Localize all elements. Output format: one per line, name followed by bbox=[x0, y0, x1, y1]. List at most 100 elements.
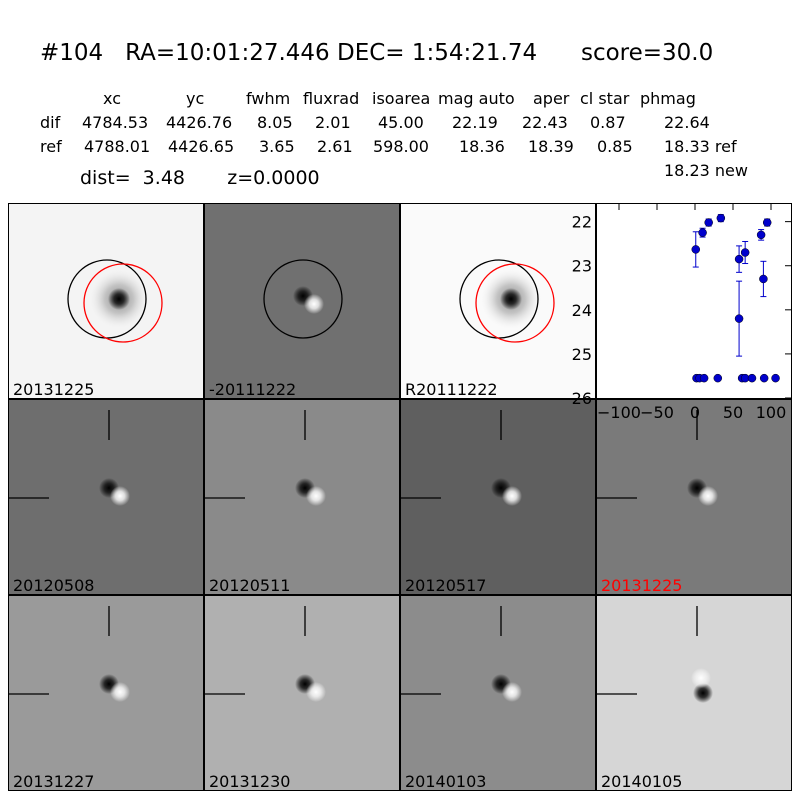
row-label: ref bbox=[40, 137, 62, 156]
stamp-image bbox=[205, 410, 326, 506]
dipole-positive-lobe bbox=[110, 486, 130, 506]
stamp-date-label: 20140103 bbox=[405, 772, 487, 791]
data-point bbox=[734, 314, 744, 323]
stamp-image bbox=[401, 606, 522, 702]
data-point bbox=[759, 274, 768, 284]
source-core bbox=[108, 288, 130, 310]
cell: 22.64 bbox=[664, 113, 710, 132]
data-point bbox=[713, 373, 723, 383]
stamp-tile: 20120517 bbox=[400, 399, 596, 595]
stamp-image bbox=[401, 410, 522, 506]
col-isoarea: isoarea bbox=[372, 89, 431, 108]
aperture-circle-new bbox=[83, 263, 163, 343]
cell: 4426.76 bbox=[166, 113, 233, 132]
cell: 4426.65 bbox=[168, 137, 235, 156]
y-tick-label: 25 bbox=[572, 345, 592, 364]
cell: 0.85 bbox=[597, 137, 633, 156]
cell: 45.00 bbox=[378, 113, 424, 132]
header-title: #104 RA=10:01:27.446 DEC= 1:54:21.74 sco… bbox=[40, 40, 714, 66]
col-yc: yc bbox=[186, 89, 205, 108]
cell: 18.39 bbox=[528, 137, 574, 156]
stamp-tile: 20131227 bbox=[8, 595, 204, 791]
x-tick-label: −50 bbox=[640, 403, 674, 422]
y-tick-label: 26 bbox=[572, 389, 592, 408]
stamp-tile: 20120511 bbox=[204, 399, 400, 595]
stamp-tile: 20131230 bbox=[204, 595, 400, 791]
dipole-positive-lobe bbox=[502, 682, 522, 702]
phmag-new: 18.23 new bbox=[664, 161, 748, 180]
stamp-image bbox=[9, 606, 130, 702]
dipole-positive-lobe bbox=[502, 486, 522, 506]
stamp-tile: 20131225 bbox=[8, 203, 204, 399]
cell: 4788.01 bbox=[84, 137, 151, 156]
cell: 598.00 bbox=[373, 137, 429, 156]
aperture-circle-ref bbox=[263, 259, 343, 339]
data-point bbox=[698, 228, 707, 237]
stamp-date-label: 20120511 bbox=[209, 576, 291, 595]
stamp-date-label: 20120517 bbox=[405, 576, 487, 595]
dist-line: dist= 3.48 z=0.0000 bbox=[80, 167, 320, 189]
dipole-positive-lobe bbox=[691, 668, 711, 688]
stamp-image bbox=[597, 606, 713, 703]
dipole-positive-lobe bbox=[110, 682, 130, 702]
stamp-date-label: 20131227 bbox=[13, 772, 95, 791]
data-point bbox=[704, 218, 713, 227]
cell: 3.65 bbox=[259, 137, 295, 156]
stamp-grid: 20131225 -20111222 R20111222 20120508 201205… bbox=[8, 203, 792, 791]
aperture-circle-new bbox=[475, 263, 555, 343]
col-fluxrad: fluxrad bbox=[303, 89, 360, 108]
stamp-date-label: 20131225 bbox=[13, 380, 95, 399]
data-point bbox=[691, 245, 701, 254]
cell: 0.87 bbox=[590, 113, 626, 132]
stamp-tile: 20131225 bbox=[596, 399, 792, 595]
stamp-date-label: R20111222 bbox=[405, 380, 498, 399]
cell: 18.33 ref bbox=[664, 137, 737, 156]
data-point bbox=[716, 213, 726, 223]
stamp-date-label: 20120508 bbox=[13, 576, 95, 595]
data-point bbox=[759, 373, 769, 383]
row-label: dif bbox=[40, 113, 61, 132]
dipole-positive-lobe bbox=[698, 486, 718, 506]
x-tick-label: 100 bbox=[756, 403, 787, 422]
cell: 2.61 bbox=[317, 137, 353, 156]
data-point bbox=[756, 230, 766, 240]
col-xc: xc bbox=[103, 89, 121, 108]
cell: 22.43 bbox=[522, 113, 568, 132]
cell: 2.01 bbox=[315, 113, 351, 132]
cell: 18.36 bbox=[459, 137, 505, 156]
cell: 4784.53 bbox=[82, 113, 149, 132]
col-fwhm: fwhm bbox=[246, 89, 291, 108]
lightcurve-chart: 22 23 24 25 26 −100 −50 0 50 100 bbox=[572, 203, 792, 422]
stamp-image bbox=[67, 259, 163, 343]
dipole-negative-lobe bbox=[693, 683, 713, 703]
cell: 8.05 bbox=[257, 113, 293, 132]
y-tick-label: 22 bbox=[572, 213, 592, 232]
data-point bbox=[771, 373, 780, 383]
stamp-image bbox=[597, 410, 718, 506]
stamp-tile: 20140103 bbox=[400, 595, 596, 791]
dipole-positive-lobe bbox=[304, 294, 324, 314]
x-tick-label: 50 bbox=[723, 403, 743, 422]
stamp-date-label: 20140105 bbox=[601, 772, 683, 791]
dipole-positive-lobe bbox=[306, 486, 326, 506]
dipole-positive-lobe bbox=[306, 682, 326, 702]
data-point bbox=[740, 248, 750, 257]
source-core bbox=[500, 288, 522, 310]
stamp-image bbox=[9, 410, 130, 506]
x-tick-label: −100 bbox=[597, 403, 641, 422]
y-tick-label: 23 bbox=[572, 257, 592, 276]
cell: 22.19 bbox=[452, 113, 498, 132]
y-tick-label: 24 bbox=[572, 301, 592, 320]
data-point bbox=[734, 254, 744, 264]
stamp-date-label: -20111222 bbox=[209, 380, 297, 399]
col-aper: aper bbox=[533, 89, 570, 108]
x-tick-label: 0 bbox=[690, 403, 700, 422]
col-mag-auto: mag auto bbox=[438, 89, 515, 108]
stamp-image bbox=[205, 606, 326, 702]
stamp-tile: 20120508 bbox=[8, 399, 204, 595]
stamp-image bbox=[263, 259, 343, 339]
stamp-tile: -20111222 bbox=[204, 203, 400, 399]
stamp-date-label: 20131225 bbox=[601, 576, 683, 595]
col-cl-star: cl star bbox=[580, 89, 630, 108]
stamp-tile: 20140105 bbox=[596, 595, 792, 791]
